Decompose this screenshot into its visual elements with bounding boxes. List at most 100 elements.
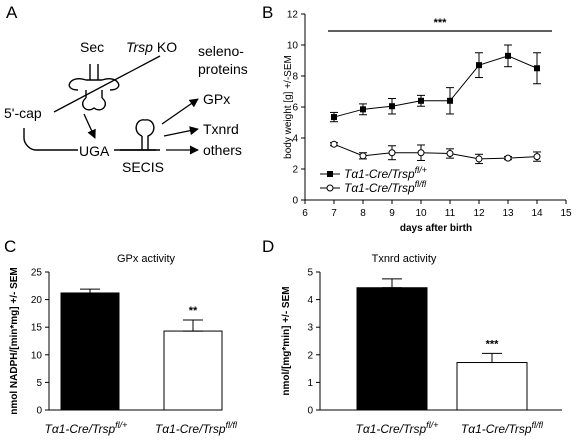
b-point-het <box>476 62 482 69</box>
c-y-ticks: 0 5 10 15 20 25 <box>31 268 49 417</box>
arrow-gpx <box>161 98 199 125</box>
trna-anticodon-loop <box>82 97 106 111</box>
legend-label-het: Tα1-Cre/Trspfl/+ <box>344 165 427 181</box>
arrow-txnrd <box>163 126 199 137</box>
b-series-line-het <box>333 55 538 118</box>
b-point-ko <box>533 153 541 161</box>
selenoproteins-label-line1: seleno- <box>198 43 244 59</box>
cap-label: 5'-cap <box>4 105 42 121</box>
b-point-het <box>418 97 424 104</box>
b-x-tick-label: 12 <box>473 208 485 219</box>
mrna-backbone <box>23 128 160 151</box>
trna-stem <box>85 90 103 98</box>
d-bar-ko <box>456 362 528 411</box>
c-y-tick-label: 25 <box>31 268 43 279</box>
d-y-tick-label: 3 <box>307 323 313 334</box>
b-point-ko <box>475 155 483 163</box>
trna-acceptor-stem <box>86 64 102 81</box>
b-x-tick-label: 7 <box>331 208 337 219</box>
d-category-het: Tα1-Cre/Trspfl/+ <box>356 420 439 436</box>
d-y-tick-label: 1 <box>307 378 313 389</box>
d-y-tick-label: 2 <box>307 350 313 361</box>
selenoproteins-label-line2: proteins <box>198 61 248 77</box>
b-x-axis-label: days after birth <box>400 223 472 234</box>
b-y-axis-label: body weight [g] +/-SEM <box>283 55 294 159</box>
d-y-tick-label: 0 <box>307 406 313 417</box>
trsp-ko-label: Trsp KO <box>126 39 177 55</box>
d-y-axis-label: nmol/[mg*min] +/- SEM <box>281 286 292 395</box>
legend-label-ko: Tα1-Cre/Trspfl/fl <box>344 179 427 195</box>
trna-left-loop <box>68 78 87 91</box>
b-point-ko <box>504 154 512 162</box>
b-series-group <box>330 44 541 165</box>
d-bar-het <box>356 287 428 411</box>
panel-label-a: A <box>6 3 18 22</box>
c-category-het: Tα1-Cre/Trspfl/+ <box>45 420 128 436</box>
secis-hairpin <box>135 119 155 150</box>
sec-label: Sec <box>80 39 104 55</box>
b-y-tick-label: 6 <box>292 103 298 114</box>
secis-label: SECIS <box>122 159 164 175</box>
d-category-ko: Tα1-Cre/Trspfl/fl <box>461 420 544 436</box>
b-point-ko <box>417 149 425 157</box>
b-point-ko <box>359 152 367 160</box>
b-y-tick-label: 4 <box>292 134 298 145</box>
legend-marker-het <box>327 171 333 177</box>
uga-label-bg <box>78 141 114 159</box>
d-bars: *** <box>356 278 528 411</box>
panel-label-c: C <box>4 237 16 256</box>
b-point-ko <box>446 150 454 157</box>
b-point-het <box>360 106 366 113</box>
b-x-tick-label: 9 <box>389 208 395 219</box>
b-x-tick-label: 14 <box>531 208 543 219</box>
trna-right-loop <box>101 78 120 91</box>
b-series-line-ko <box>333 143 538 160</box>
gpx-label: GPx <box>203 91 230 107</box>
b-x-tick-label: 10 <box>415 208 427 219</box>
legend-marker-ko <box>326 184 334 192</box>
b-point-het <box>505 52 511 59</box>
gpx-activity-chart: GPx activity 0 5 10 15 20 25 ** nmol NADPH/[m… <box>9 253 238 436</box>
b-x-tick-label: 8 <box>360 208 366 219</box>
c-title: GPx activity <box>117 253 176 265</box>
c-y-tick-label: 10 <box>31 350 43 361</box>
d-y-tick-label: 5 <box>307 268 313 279</box>
c-y-tick-label: 15 <box>31 323 43 334</box>
b-y-tick-label: 8 <box>292 72 298 83</box>
panel-label-d: D <box>262 237 274 256</box>
b-legend: Tα1-Cre/Trspfl/+ Tα1-Cre/Trspfl/fl <box>320 165 427 195</box>
c-y-tick-label: 0 <box>36 406 42 417</box>
c-significance-label: ** <box>189 305 198 317</box>
b-x-tick-label: 6 <box>302 208 308 219</box>
d-title: Txnrd activity <box>372 253 437 265</box>
b-point-ko <box>330 140 338 148</box>
b-point-het <box>331 114 337 121</box>
c-y-tick-label: 20 <box>31 295 43 306</box>
b-x-tick-label: 11 <box>445 208 456 219</box>
knockout-strike-line <box>53 55 161 113</box>
c-y-axis-label: nmol NADPH/[min*mg] +/- SEM <box>9 267 20 415</box>
b-significance-label: *** <box>434 17 448 29</box>
b-x-ticks: 6 7 8 9 10 11 12 13 14 15 <box>302 200 572 219</box>
b-y-tick-label: 2 <box>292 165 298 176</box>
mrna-diagram: Sec Trsp KO seleno- proteins 5'-cap UGA … <box>4 39 248 175</box>
b-point-ko <box>388 149 396 157</box>
c-y-tick-label: 5 <box>36 378 42 389</box>
uga-label: UGA <box>79 143 110 159</box>
c-bars: ** <box>60 288 223 411</box>
body-weight-chart: 0 2 4 6 8 10 12 6 7 8 9 10 11 12 13 14 15 body weight [… <box>283 10 572 235</box>
b-x-tick-label: 13 <box>502 208 514 219</box>
d-significance-label: *** <box>486 338 500 350</box>
c-bar-het <box>60 292 120 411</box>
b-point-het <box>389 103 395 110</box>
c-category-ko: Tα1-Cre/Trspfl/fl <box>155 420 238 436</box>
b-point-het <box>534 65 540 72</box>
b-y-tick-label: 0 <box>292 196 298 207</box>
txnrd-activity-chart: Txnrd activity 0 1 2 3 4 5 *** nmol/[mg*min] … <box>281 253 562 436</box>
others-label: others <box>203 142 242 158</box>
d-y-tick-label: 4 <box>307 295 313 306</box>
b-y-ticks: 0 2 4 6 8 10 12 <box>287 10 305 207</box>
d-y-ticks: 0 1 2 3 4 5 <box>307 268 320 417</box>
panel-label-b: B <box>262 3 273 22</box>
